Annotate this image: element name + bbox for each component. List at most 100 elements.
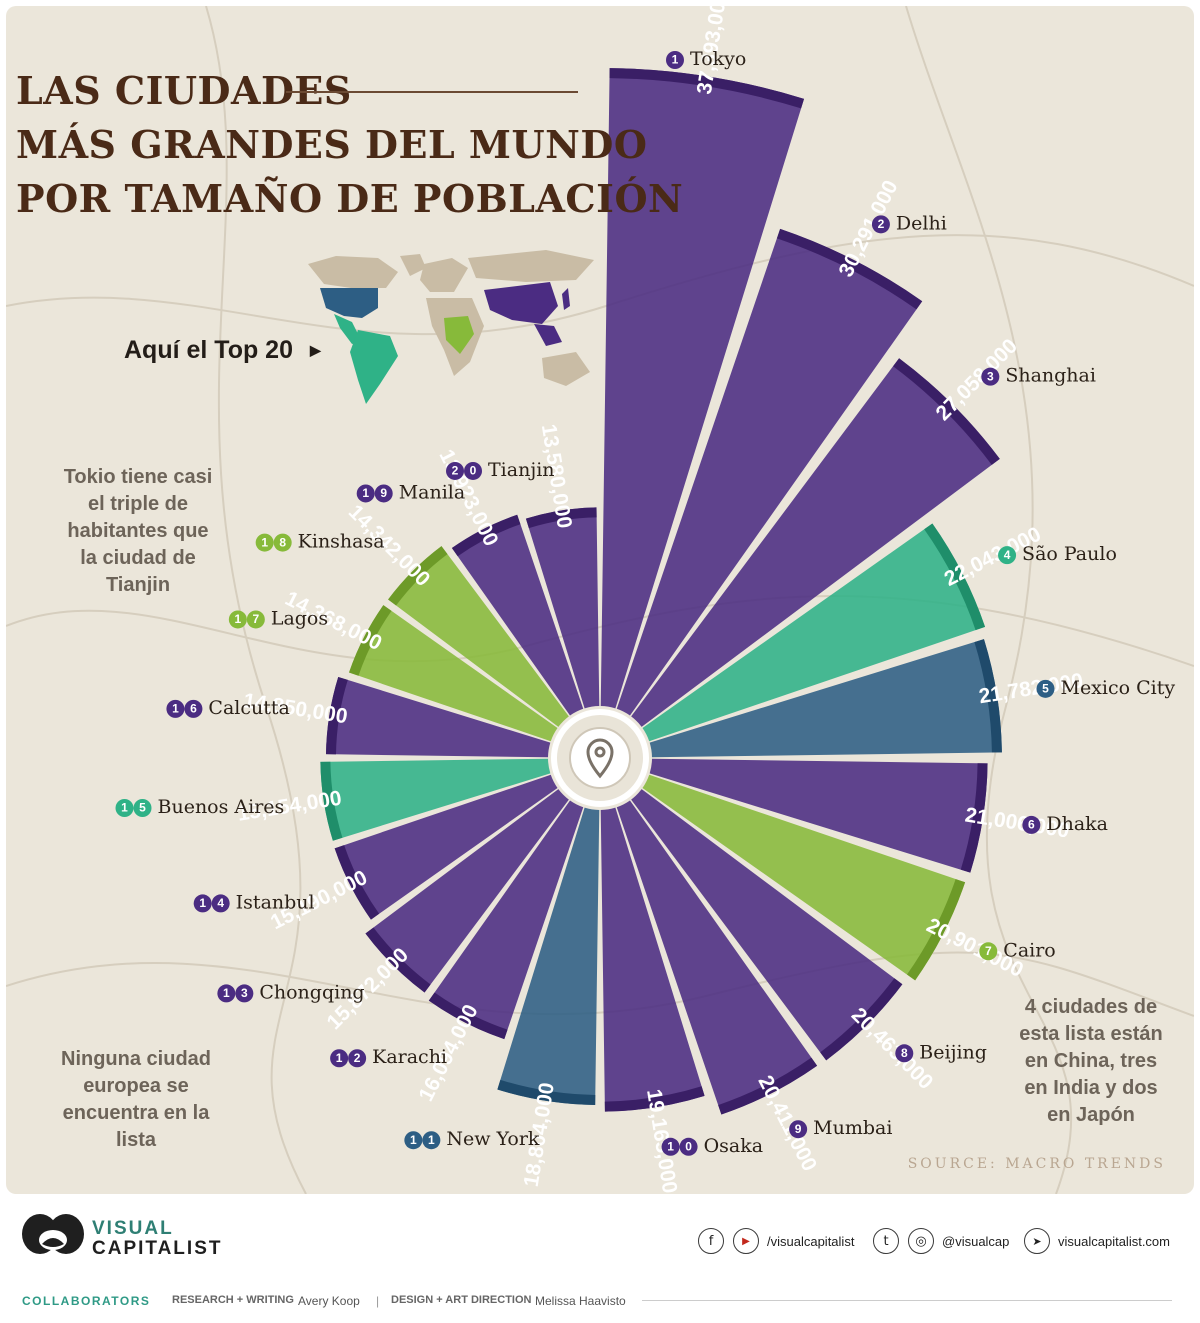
- city-name-17: Kinshasa: [298, 531, 385, 553]
- collaborators-label: COLLABORATORS: [22, 1294, 151, 1308]
- map-central-america: [334, 314, 362, 344]
- bar-rim-3: [924, 523, 986, 631]
- rank-digit-3: 4: [1004, 548, 1011, 562]
- rank-badge-6: [979, 942, 998, 961]
- city-name-0: Tokyo: [690, 48, 746, 70]
- city-label-6: Cairo 7: [979, 939, 1056, 961]
- map-europe: [420, 258, 468, 292]
- rank-badge-17: [255, 533, 274, 552]
- cursor-icon[interactable]: ➤: [1024, 1228, 1050, 1254]
- top20-callout: Aquí el Top 20 ▶: [124, 336, 321, 365]
- rank-digit-14: 1: [121, 801, 128, 815]
- city-label-16: Lagos 1 7: [228, 607, 328, 629]
- rank-badge-1: [871, 215, 890, 234]
- bar-rim-19: [525, 507, 597, 529]
- note-tokyo-line: el triple de: [87, 493, 189, 515]
- triangle-right-icon: ▶: [309, 342, 321, 358]
- rank-badge-7: [895, 1044, 914, 1063]
- note-europe-line: encuentra en la: [62, 1102, 210, 1124]
- rank-digit-12: 1: [223, 986, 230, 1000]
- youtube-icon[interactable]: ▶: [733, 1228, 759, 1254]
- title-line-2: MÁS GRANDES DEL MUNDO: [16, 122, 648, 167]
- rank-digit-8: 9: [795, 1122, 802, 1136]
- rank-digit-9: 1: [667, 1139, 674, 1153]
- bar-10: [497, 807, 600, 1105]
- rank-badge-3: [998, 546, 1017, 565]
- rank-digit-10: 1: [410, 1133, 417, 1147]
- rank-badge-5: [1022, 815, 1041, 834]
- footer-rule: [642, 1300, 1172, 1301]
- rank-badge-8: [789, 1120, 808, 1139]
- rank-digit-18: 1: [362, 486, 369, 500]
- note-europe: Ninguna ciudad europea se encuentra en l…: [36, 1046, 236, 1154]
- rank-digit-7: 8: [901, 1046, 908, 1060]
- bar-4: [649, 639, 1002, 758]
- design-label: DESIGN + ART DIRECTION: [391, 1294, 532, 1306]
- city-name-11: Karachi: [372, 1046, 447, 1068]
- rank-digit-5: 6: [1028, 818, 1035, 832]
- value-label-1: 30,291,000: [834, 177, 902, 281]
- city-label-11: Karachi 1 2: [330, 1046, 447, 1068]
- bar-rim-10: [497, 1079, 596, 1105]
- note-china: 4 ciudades de esta lista están en China,…: [996, 994, 1186, 1129]
- social-handle-visualcap[interactable]: @visualcap: [942, 1234, 1010, 1249]
- rank-digit-11: 1: [336, 1051, 343, 1065]
- note-europe-line: europea se: [83, 1075, 189, 1097]
- map-japan: [562, 288, 570, 310]
- city-label-7: Beijing 8: [895, 1041, 987, 1063]
- brand-line-1: VISUAL: [92, 1218, 174, 1239]
- note-china-line: 4 ciudades de: [1024, 996, 1158, 1018]
- rank-badge-18: [374, 484, 393, 503]
- rank-badge-11: [330, 1049, 349, 1068]
- city-name-3: São Paulo: [1022, 543, 1117, 565]
- city-name-5: Dhaka: [1046, 813, 1108, 835]
- rank-badge-17: [273, 533, 292, 552]
- twitter-icon[interactable]: t: [873, 1228, 899, 1254]
- city-name-9: Osaka: [704, 1135, 764, 1157]
- bar-18: [451, 514, 584, 716]
- bar-rim-16: [349, 605, 392, 676]
- bar-12: [365, 789, 569, 993]
- facebook-icon[interactable]: f: [698, 1228, 724, 1254]
- map-usa: [320, 288, 378, 318]
- map-greenland: [400, 254, 426, 276]
- city-name-4: Mexico City: [1060, 677, 1175, 699]
- city-name-15: Calcutta: [208, 697, 289, 719]
- rank-digit-17: 1: [261, 535, 268, 549]
- bar-7: [631, 789, 903, 1061]
- city-name-18: Manila: [399, 481, 466, 503]
- city-label-10: New York 1 1: [404, 1128, 540, 1150]
- city-name-1: Delhi: [896, 212, 947, 234]
- value-label-8: 20,411,000: [753, 1072, 821, 1175]
- note-tokyo-line: Tianjin: [105, 574, 171, 596]
- social-handle-visualcapitalist[interactable]: /visualcapitalist: [767, 1234, 855, 1249]
- top20-text: Aquí el Top 20: [124, 336, 293, 364]
- city-name-2: Shanghai: [1005, 365, 1096, 387]
- footer-separator: |: [376, 1294, 380, 1308]
- rank-badge-19: [446, 461, 465, 480]
- note-china-line: en Japón: [1047, 1104, 1135, 1126]
- bar-rim-11: [428, 992, 508, 1040]
- bar-rim-18: [451, 514, 521, 557]
- website-link[interactable]: visualcapitalist.com: [1058, 1234, 1170, 1249]
- rank-badge-18: [356, 484, 375, 503]
- rank-badge-19: [464, 461, 483, 480]
- bar-rim-13: [334, 845, 380, 920]
- rank-digit-2: 3: [987, 369, 994, 383]
- rank-badge-11: [348, 1049, 367, 1068]
- note-europe-line: lista: [115, 1129, 157, 1151]
- rank-badge-0: [666, 51, 684, 69]
- rank-digit-1: 2: [878, 217, 885, 231]
- instagram-icon[interactable]: ◎: [908, 1228, 934, 1254]
- rank-badge-2: [981, 367, 1000, 386]
- city-label-4: Mexico City 5: [1036, 677, 1175, 699]
- map-canada: [308, 256, 398, 288]
- bar-0: [600, 68, 805, 709]
- map-australia: [542, 352, 590, 386]
- rank-digit-13: 4: [217, 896, 224, 910]
- bar-17: [388, 546, 569, 727]
- bar-rim-15: [326, 676, 348, 755]
- map-south-america: [350, 330, 398, 404]
- city-name-10: New York: [446, 1128, 540, 1150]
- title-rule: [286, 91, 578, 93]
